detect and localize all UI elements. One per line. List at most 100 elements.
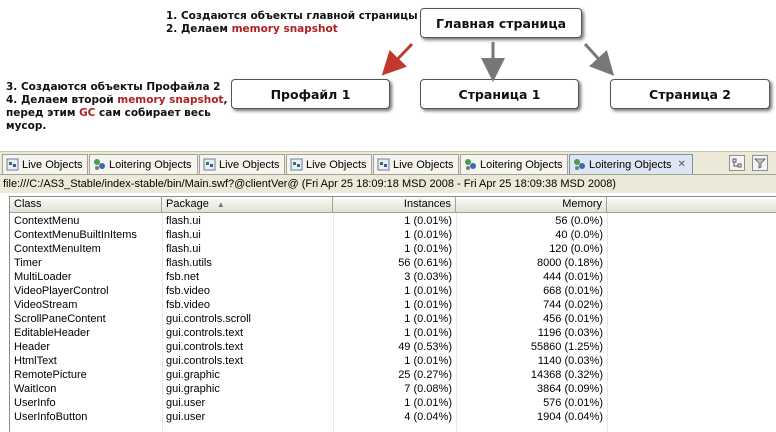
annotation-top: 1. Создаются объекты главной страницы 2.…	[166, 10, 418, 36]
tab-live-objects-1[interactable]: Live Objects	[2, 154, 88, 174]
table-row[interactable]: WaitIcon gui.graphic 7 (0.08%) 3864 (0.09%)	[10, 382, 776, 396]
snapshot-path: file:///C:/AS3_Stable/index-stable/bin/M…	[0, 175, 776, 193]
table-row[interactable]: ContextMenuItem flash.ui 1 (0.01%) 120 (0.0…	[10, 242, 776, 256]
instances-cell: 4 (0.04%)	[404, 411, 452, 423]
page2-box: Страница 2	[610, 79, 770, 109]
table-row[interactable]: VideoStream fsb.video 1 (0.01%) 744 (0.02%)	[10, 298, 776, 312]
package-cell: gui.user	[166, 411, 206, 423]
table-row[interactable]: ContextMenu flash.ui 1 (0.01%) 56 (0.0%)	[10, 214, 776, 228]
package-cell: gui.user	[166, 397, 206, 409]
package-cell: flash.ui	[166, 215, 201, 227]
annotation-top-line2: 2. Делаем memory snapshot	[166, 23, 338, 35]
column-header-package[interactable]: Package ▲	[162, 197, 333, 213]
memory-cell: 1196 (0.03%)	[537, 327, 603, 339]
table-row[interactable]: EditableHeader gui.controls.text 1 (0.01%)…	[10, 326, 776, 340]
class-cell: ContextMenu	[14, 215, 80, 227]
class-cell: Header	[14, 341, 51, 353]
tab-live-objects-3[interactable]: Live Objects	[286, 154, 372, 174]
table-row[interactable]: ContextMenuBuiltInItems flash.ui 1 (0.01%)…	[10, 228, 776, 242]
close-icon[interactable]: ✕	[677, 159, 686, 170]
highlight-text: GC	[79, 107, 96, 119]
annotation-left-line2: 4. Делаем второй memory snapshot,	[6, 94, 228, 106]
class-cell: ContextMenuBuiltInItems	[14, 229, 137, 241]
live-objects-icon	[203, 158, 216, 171]
instances-cell: 1 (0.01%)	[404, 243, 452, 255]
tab-loitering-objects-2[interactable]: Loitering Objects	[460, 154, 568, 174]
tab-live-objects-2[interactable]: Live Objects	[199, 154, 285, 174]
package-cell: gui.graphic	[166, 383, 220, 395]
instances-cell: 56 (0.61%)	[398, 257, 452, 269]
table-row[interactable]: VideoPlayerControl fsb.video 1 (0.01%) 668 …	[10, 284, 776, 298]
class-cell: UserInfo	[14, 397, 56, 409]
memory-cell: 40 (0.0%)	[555, 229, 603, 241]
class-cell: WaitIcon	[14, 383, 57, 395]
instances-cell: 1 (0.01%)	[404, 355, 452, 367]
memory-cell: 8000 (0.18%)	[536, 257, 603, 269]
package-cell: gui.controls.text	[166, 355, 244, 367]
package-cell: fsb.video	[166, 285, 211, 297]
memory-cell: 1140 (0.03%)	[537, 355, 603, 367]
annotation-left-line1: 3. Создаются объекты Профайла 2	[6, 81, 221, 93]
memory-cell: 456 (0.01%)	[543, 313, 603, 325]
tab-loitering-objects-1[interactable]: Loitering Objects	[89, 154, 198, 174]
instances-cell: 3 (0.03%)	[404, 271, 452, 283]
class-cell: HtmlText	[14, 355, 57, 367]
table-row[interactable]: RemotePicture gui.graphic 25 (0.27%) 14368 …	[10, 368, 776, 382]
highlight-text: memory snapshot	[231, 23, 338, 35]
memory-cell: 576 (0.01%)	[543, 397, 603, 409]
highlight-text: memory snapshot	[117, 94, 224, 106]
package-cell: flash.ui	[166, 243, 201, 255]
filter-icon[interactable]	[752, 155, 768, 171]
instances-cell: 49 (0.53%)	[398, 341, 452, 353]
class-cell: MultiLoader	[14, 271, 72, 283]
loitering-objects-icon	[465, 159, 476, 170]
instances-cell: 1 (0.01%)	[404, 229, 452, 241]
table-row[interactable]: UserInfo gui.user 1 (0.01%) 576 (0.01%)	[10, 396, 776, 410]
memory-cell: 1904 (0.04%)	[536, 411, 603, 423]
tab-loitering-objects-active[interactable]: Loitering Objects ✕	[569, 154, 693, 174]
table-row[interactable]: HtmlText gui.controls.text 1 (0.01%) 1140 (…	[10, 354, 776, 368]
package-cell: fsb.net	[166, 271, 200, 283]
column-header-filler	[607, 197, 776, 213]
instances-cell: 1 (0.01%)	[404, 215, 452, 227]
class-cell: VideoPlayerControl	[14, 285, 109, 297]
column-header-instances[interactable]: Instances	[333, 197, 456, 213]
package-cell: fsb.video	[166, 299, 211, 311]
arrow-to-profile	[381, 42, 414, 76]
table-row[interactable]: ScrollPaneContent gui.controls.scroll 1 (0…	[10, 312, 776, 326]
package-cell: gui.controls.text	[166, 327, 244, 339]
column-header-memory[interactable]: Memory	[456, 197, 607, 213]
class-cell: RemotePicture	[14, 369, 87, 381]
loitering-objects-icon	[94, 159, 105, 170]
main-page-box: Главная страница	[420, 8, 582, 38]
memory-cell: 3864 (0.09%)	[536, 383, 603, 395]
profile-box: Профайл 1	[231, 79, 390, 109]
tab-live-objects-4[interactable]: Live Objects	[373, 154, 459, 174]
memory-cell: 55860 (1.25%)	[530, 341, 603, 353]
package-cell: gui.graphic	[166, 369, 220, 381]
arrow-to-page2	[583, 42, 615, 76]
table-row[interactable]: UserInfoButton gui.user 4 (0.04%) 1904 (0.0…	[10, 410, 776, 424]
class-cell: VideoStream	[14, 299, 78, 311]
instances-cell: 25 (0.27%)	[398, 369, 452, 381]
instances-cell: 1 (0.01%)	[404, 299, 452, 311]
memory-cell: 744 (0.02%)	[543, 299, 603, 311]
memory-cell: 56 (0.0%)	[555, 215, 603, 227]
annotation-top-line1: 1. Создаются объекты главной страницы	[166, 10, 418, 22]
table-row[interactable]: MultiLoader fsb.net 3 (0.03%) 444 (0.01%)	[10, 270, 776, 284]
table-row[interactable]: Header gui.controls.text 49 (0.53%) 55860 (…	[10, 340, 776, 354]
class-cell: EditableHeader	[14, 327, 90, 339]
memory-cell: 444 (0.01%)	[543, 271, 603, 283]
column-header-class[interactable]: Class	[10, 197, 162, 213]
class-cell: ContextMenuItem	[14, 243, 101, 255]
live-objects-icon	[377, 158, 390, 171]
live-objects-icon	[6, 158, 19, 171]
instances-cell: 1 (0.01%)	[404, 313, 452, 325]
view-tree-icon[interactable]	[729, 155, 745, 171]
table-row[interactable]: Timer flash.utils 56 (0.61%) 8000 (0.18%)	[10, 256, 776, 270]
memory-cell: 14368 (0.32%)	[530, 369, 603, 381]
class-cell: ScrollPaneContent	[14, 313, 106, 325]
package-cell: gui.controls.scroll	[166, 313, 251, 325]
live-objects-icon	[290, 158, 303, 171]
class-cell: UserInfoButton	[14, 411, 88, 423]
